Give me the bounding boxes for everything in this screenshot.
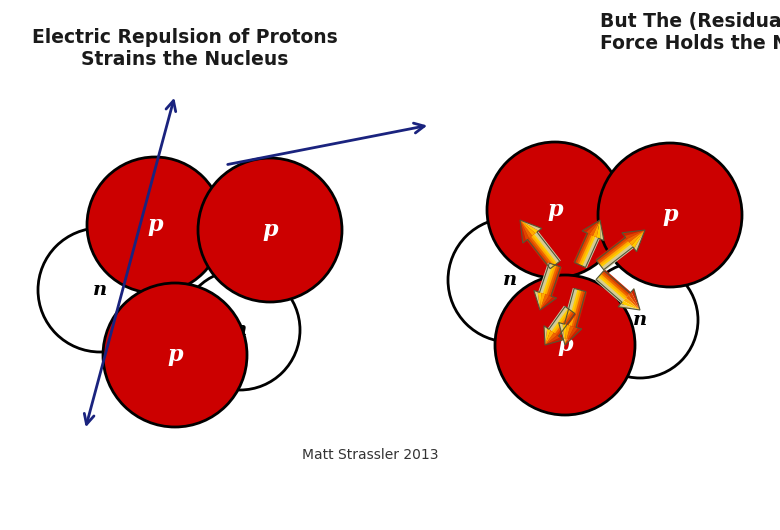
Polygon shape: [590, 220, 600, 236]
Circle shape: [87, 157, 223, 293]
Polygon shape: [545, 328, 551, 345]
Text: p: p: [147, 214, 163, 236]
Polygon shape: [597, 220, 601, 239]
Polygon shape: [565, 325, 570, 345]
Polygon shape: [534, 290, 540, 310]
Text: p: p: [662, 204, 678, 226]
Text: n: n: [93, 281, 107, 299]
Polygon shape: [624, 230, 645, 239]
Polygon shape: [534, 290, 540, 310]
Polygon shape: [600, 220, 604, 241]
Polygon shape: [520, 220, 542, 228]
Polygon shape: [520, 220, 542, 231]
Circle shape: [495, 275, 635, 415]
Text: But The (Residual) Strong Nuclear
Force Holds the Nucleus Together: But The (Residual) Strong Nuclear Force …: [600, 12, 780, 53]
Polygon shape: [631, 289, 640, 310]
Polygon shape: [537, 292, 541, 310]
Circle shape: [103, 283, 247, 427]
Polygon shape: [627, 230, 645, 242]
Polygon shape: [622, 230, 645, 236]
Polygon shape: [582, 220, 600, 233]
Text: p: p: [262, 219, 278, 241]
Polygon shape: [593, 220, 600, 237]
Polygon shape: [540, 293, 545, 310]
Polygon shape: [520, 220, 535, 236]
Circle shape: [198, 158, 342, 302]
Text: p: p: [557, 334, 573, 356]
Polygon shape: [565, 328, 582, 345]
Polygon shape: [520, 220, 538, 233]
Circle shape: [38, 228, 162, 352]
Polygon shape: [545, 335, 560, 345]
Polygon shape: [558, 323, 565, 345]
Polygon shape: [540, 296, 553, 310]
Polygon shape: [540, 297, 557, 310]
Polygon shape: [545, 330, 554, 345]
Polygon shape: [545, 338, 563, 345]
Text: n: n: [503, 271, 517, 289]
Polygon shape: [540, 294, 549, 310]
Polygon shape: [600, 220, 604, 241]
Polygon shape: [634, 230, 645, 252]
Polygon shape: [618, 304, 640, 310]
Polygon shape: [629, 292, 640, 310]
Text: p: p: [548, 199, 562, 221]
Text: n: n: [633, 311, 647, 329]
Polygon shape: [626, 295, 640, 310]
Polygon shape: [558, 323, 565, 345]
Polygon shape: [618, 307, 640, 310]
Polygon shape: [520, 220, 532, 238]
Circle shape: [582, 262, 698, 378]
Circle shape: [180, 270, 300, 390]
Circle shape: [487, 142, 623, 278]
Polygon shape: [565, 326, 574, 345]
Polygon shape: [621, 301, 640, 310]
Text: Matt Strassler 2013: Matt Strassler 2013: [302, 448, 438, 462]
Polygon shape: [623, 298, 640, 310]
Polygon shape: [544, 326, 545, 345]
Polygon shape: [520, 220, 529, 241]
Circle shape: [598, 143, 742, 287]
Text: n: n: [233, 321, 247, 339]
Text: p: p: [167, 344, 183, 366]
Polygon shape: [520, 220, 526, 243]
Polygon shape: [565, 327, 578, 345]
Polygon shape: [636, 230, 645, 252]
Polygon shape: [586, 220, 600, 234]
Polygon shape: [629, 230, 645, 245]
Text: Electric Repulsion of Protons
Strains the Nucleus: Electric Repulsion of Protons Strains th…: [32, 28, 338, 69]
Circle shape: [448, 218, 572, 342]
Polygon shape: [545, 333, 557, 345]
Polygon shape: [544, 326, 548, 345]
Polygon shape: [562, 324, 566, 345]
Polygon shape: [632, 230, 645, 249]
